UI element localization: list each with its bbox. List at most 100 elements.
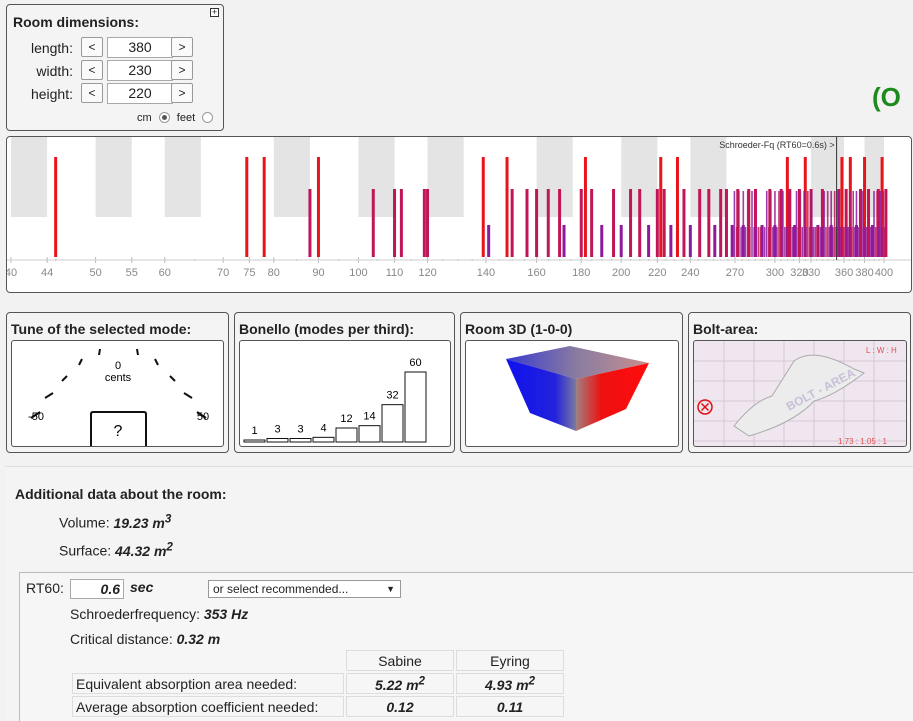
mode-bar <box>874 227 877 257</box>
gauge-tick <box>61 375 68 382</box>
mode-spectrum[interactable]: 40 44 50 55 60 70 75 80 90 100 110 120 140 160 180 200 2… <box>6 136 912 293</box>
length-decrease-button[interactable]: < <box>81 37 103 57</box>
bonello-bar-label: 4 <box>320 422 326 434</box>
expand-icon[interactable]: + <box>210 7 219 17</box>
mode-bar <box>884 189 888 257</box>
mode-spectrum-chart[interactable]: 40 44 50 55 60 70 75 80 90 100 110 120 140 160 180 200 2… <box>7 137 912 293</box>
mode-bar <box>371 189 375 257</box>
mode-bar <box>873 191 875 257</box>
width-decrease-button[interactable]: < <box>81 60 103 80</box>
tune-gauge: 0 cents -50 50 ? <box>28 348 209 446</box>
mode-bar <box>740 227 742 257</box>
mode-bar <box>880 227 883 257</box>
table-header-row: Sabine Eyring <box>72 650 564 671</box>
mode-bar <box>810 191 813 257</box>
mode-bar <box>825 227 827 257</box>
mode-bar <box>877 227 880 257</box>
spectrum-tick-label: 55 <box>126 267 138 279</box>
mode-bar <box>742 191 745 257</box>
bolt-area-plot[interactable]: BOLT - AREA L : W : H 1.73 : 1.05 : 1 <box>694 341 907 447</box>
spectrum-tick-label: 300 <box>766 267 784 279</box>
gauge-tick <box>169 375 176 382</box>
unit-feet-label: feet <box>176 112 196 124</box>
mode-bar <box>789 227 792 257</box>
gauge-tick <box>78 358 83 366</box>
mode-bar <box>558 189 562 257</box>
mode-bar <box>844 227 846 257</box>
unit-cm-label: cm <box>137 112 152 124</box>
room-3d-view[interactable] <box>465 340 679 447</box>
rt60-section: RT60: 0.6 sec or select recommended... ▼… <box>19 572 913 721</box>
mode-bar <box>867 189 871 257</box>
unit-cm-radio[interactable] <box>158 112 170 123</box>
tune-left-label: -50 <box>28 411 44 423</box>
spectrum-tick-label: 90 <box>312 267 324 279</box>
height-input[interactable]: 220 <box>107 83 173 104</box>
mode-bar <box>579 189 583 257</box>
unit-feet-radio[interactable] <box>202 112 214 123</box>
mode-bar <box>795 191 798 257</box>
bonello-bar-label: 32 <box>386 390 398 402</box>
spectrum-key-band <box>536 137 573 217</box>
room-3d-render[interactable] <box>466 341 679 447</box>
table-row: Average absorption coefficient needed: 0… <box>72 696 564 717</box>
mode-bar <box>54 157 58 257</box>
tune-title: Tune of the selected mode: <box>11 321 192 337</box>
gauge-tick <box>196 411 207 419</box>
height-decrease-button[interactable]: < <box>81 83 103 103</box>
surface-value: 44.32 m2 <box>115 540 173 559</box>
row2-sabine: 0.12 <box>346 696 454 717</box>
loading-spinner-icon: (O <box>872 82 901 112</box>
length-increase-button[interactable]: > <box>171 37 193 57</box>
gauge-tick <box>183 392 193 399</box>
width-input[interactable]: 230 <box>107 60 173 81</box>
mode-bar <box>782 191 784 257</box>
mode-bar <box>857 227 859 257</box>
spectrum-tick-label: 330 <box>802 267 820 279</box>
mode-bar <box>852 191 855 257</box>
height-label: height: <box>30 86 73 102</box>
mode-bar <box>883 227 886 257</box>
bonello-bar <box>404 371 427 443</box>
bonello-bar <box>312 436 335 443</box>
mode-bar <box>562 225 566 257</box>
recommended-select[interactable]: or select recommended... ▼ <box>208 580 401 598</box>
mode-bar <box>744 227 747 257</box>
mode-bar <box>823 191 825 257</box>
table-row: Equivalent absorption area needed: 5.22 … <box>72 673 564 694</box>
spectrum-tick-label: 220 <box>648 267 666 279</box>
mode-bar <box>854 227 856 257</box>
mode-bar <box>505 157 509 257</box>
mode-bar <box>774 191 776 257</box>
spectrum-tick-label: 360 <box>835 267 853 279</box>
spectrum-tick-label: 200 <box>612 267 630 279</box>
length-input[interactable]: 380 <box>107 37 173 58</box>
mode-bar <box>590 189 594 257</box>
width-row: width: < 230 > <box>7 60 225 82</box>
mode-bar <box>422 189 426 257</box>
mode-bar <box>755 227 758 257</box>
bonello-bar-label: 14 <box>363 411 375 423</box>
mode-bar <box>819 227 822 257</box>
surface-row: Surface: 44.32 m2 <box>59 540 173 559</box>
mode-bar <box>719 189 723 257</box>
rt60-input[interactable]: 0.6 <box>70 579 124 599</box>
chevron-down-icon: ▼ <box>386 584 395 594</box>
mode-bar <box>788 227 790 257</box>
spectrum-tick-label: 120 <box>418 267 436 279</box>
spectrum-tick-label: 110 <box>386 267 404 279</box>
mode-bar <box>797 189 801 257</box>
spectrum-tick-label: 40 <box>7 267 17 279</box>
room-3d-panel: Room 3D (1-0-0) <box>460 312 683 453</box>
width-label: width: <box>36 63 73 79</box>
bonello-panel: Bonello (modes per third): 1 3 3 4 12 14 32 60 <box>234 312 455 453</box>
width-increase-button[interactable]: > <box>171 60 193 80</box>
critical-distance-label: Critical distance: <box>70 631 173 647</box>
mode-bar <box>866 227 869 257</box>
spectrum-tick-label: 380 <box>855 267 873 279</box>
bolt-area-chart[interactable]: BOLT - AREA L : W : H 1.73 : 1.05 : 1 <box>693 340 907 447</box>
mode-bar <box>245 157 249 257</box>
height-increase-button[interactable]: > <box>171 83 193 103</box>
schroeder-row: Schroederfrequency: 353 Hz <box>70 606 248 622</box>
mode-bar <box>770 191 772 257</box>
